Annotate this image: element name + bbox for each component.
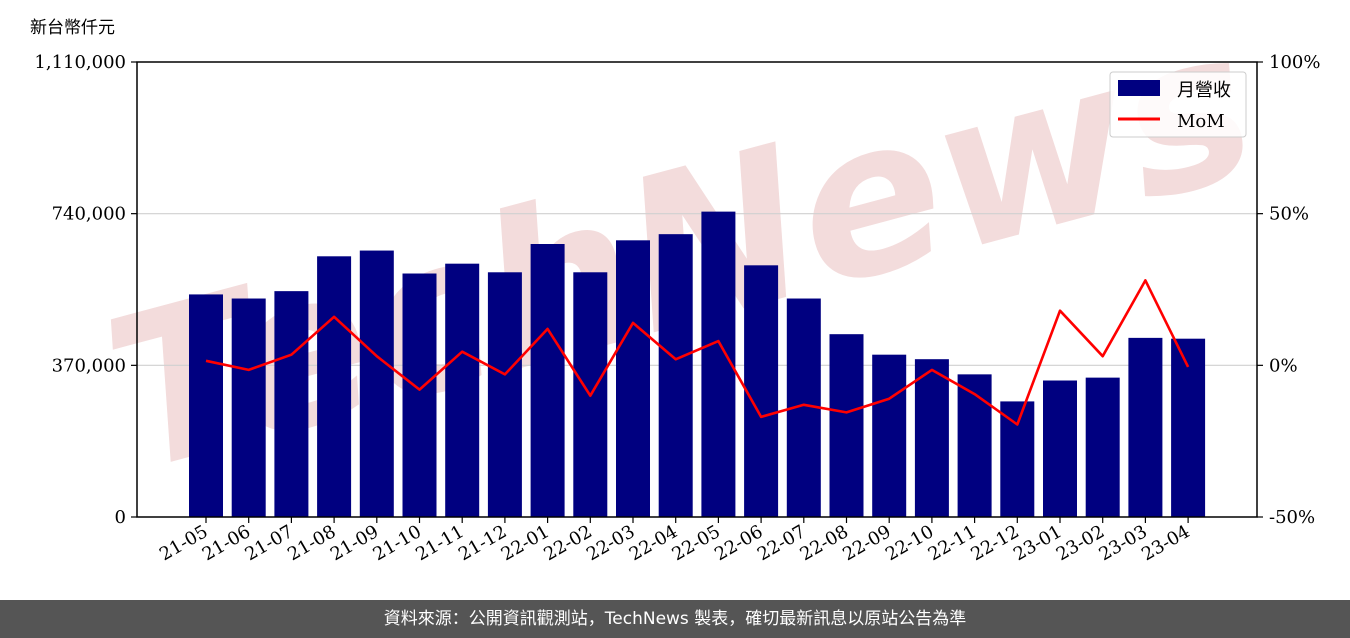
left-tick-label: 0 <box>115 507 126 528</box>
right-tick-label: 50% <box>1269 204 1309 225</box>
bar-21-07 <box>274 291 309 517</box>
bar-22-05 <box>701 211 736 517</box>
bars <box>189 211 1206 518</box>
left-tick-label: 1,110,000 <box>34 52 126 73</box>
bar-22-09 <box>872 354 907 517</box>
bar-23-04 <box>1171 338 1206 517</box>
x-tick-label: 23-04 <box>1138 521 1193 565</box>
chart: TechNews 新台幣仟元 0370,000740,0001,110,000 … <box>30 0 1320 565</box>
bar-22-10 <box>914 359 949 517</box>
x-tick-label: 22-02 <box>540 521 595 565</box>
bar-23-02 <box>1085 377 1120 517</box>
x-tick-label: 21-12 <box>455 521 510 565</box>
x-tick-label: 21-05 <box>156 521 211 565</box>
x-tick-label: 22-10 <box>882 521 937 565</box>
x-tick-label: 21-09 <box>327 521 382 565</box>
x-tick-label: 21-11 <box>412 521 467 565</box>
bar-21-12 <box>487 272 522 517</box>
mom-line-layer <box>205 279 1190 426</box>
bar-22-06 <box>744 265 779 517</box>
x-tick-label: 22-01 <box>498 521 553 565</box>
right-tick-label: -50% <box>1269 507 1315 528</box>
x-axis: 21-0521-0621-0721-0821-0921-1021-1121-12… <box>156 517 1194 565</box>
x-tick-label: 21-10 <box>370 521 425 565</box>
x-tick-label: 23-03 <box>1095 521 1150 565</box>
x-tick-label: 22-09 <box>839 521 894 565</box>
x-tick-label: 21-07 <box>241 521 296 565</box>
x-tick-label: 23-02 <box>1053 521 1108 565</box>
plot-frame <box>136 61 1258 518</box>
x-tick-label: 22-03 <box>583 521 638 565</box>
x-tick-label: 22-08 <box>797 521 852 565</box>
y-unit-label: 新台幣仟元 <box>30 18 115 38</box>
legend-label-revenue: 月營收 <box>1177 80 1231 101</box>
bar-22-01 <box>530 244 565 517</box>
bar-23-03 <box>1128 337 1163 517</box>
bar-22-04 <box>658 234 693 517</box>
bar-22-08 <box>829 334 864 517</box>
x-tick-label: 22-11 <box>925 521 980 565</box>
x-tick-label: 22-05 <box>668 521 723 565</box>
bar-21-06 <box>231 298 266 517</box>
left-tick-label: 740,000 <box>52 204 126 225</box>
bar-22-12 <box>1000 401 1035 517</box>
bar-22-03 <box>616 240 650 518</box>
x-tick-label: 21-08 <box>284 521 339 565</box>
x-tick-label: 22-07 <box>754 521 809 565</box>
bar-22-11 <box>957 374 992 517</box>
source-footer: 資料來源：公開資訊觀測站，TechNews 製表，確切最新訊息以原站公告為準 <box>0 600 1350 638</box>
x-tick-label: 22-12 <box>967 521 1022 565</box>
right-tick-label: 0% <box>1269 355 1298 376</box>
x-tick-label: 23-01 <box>1010 521 1065 565</box>
bar-21-09 <box>359 250 394 517</box>
bar-21-11 <box>445 263 480 517</box>
right-axis: -50% 0% 50% 100% <box>1257 52 1320 528</box>
legend: 月營收 MoM <box>1109 71 1247 138</box>
legend-swatch-revenue <box>1118 80 1160 96</box>
x-tick-label: 22-04 <box>626 521 681 565</box>
bar-23-01 <box>1043 380 1077 517</box>
left-axis: 0 370,000 740,000 1,110,000 <box>34 52 137 528</box>
right-tick-label: 100% <box>1269 52 1320 73</box>
mom-line <box>205 279 1190 426</box>
legend-label-mom: MoM <box>1177 111 1225 132</box>
bar-21-08 <box>317 256 352 517</box>
bar-21-10 <box>402 273 437 517</box>
x-tick-label: 21-06 <box>199 521 254 565</box>
left-tick-label: 370,000 <box>52 355 126 376</box>
x-tick-label: 22-06 <box>711 521 766 565</box>
bar-21-05 <box>189 294 223 517</box>
